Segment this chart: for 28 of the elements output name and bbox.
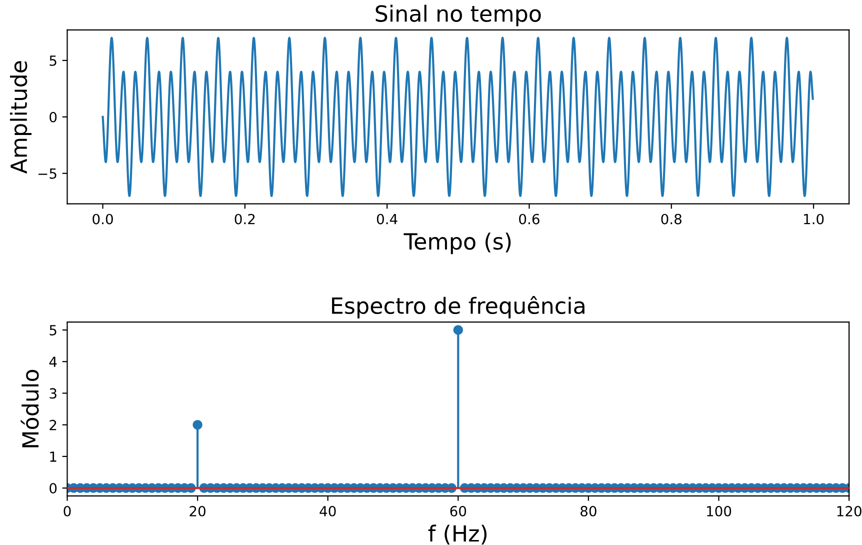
y-tick-label: 5 <box>50 56 56 66</box>
x-tick-label: 60 <box>450 506 466 516</box>
x-tick-label: 0.8 <box>661 214 682 224</box>
y-tick-label: 0 <box>50 112 57 122</box>
y-tick-label: 5 <box>50 325 56 336</box>
y-tick-label: 1 <box>50 452 56 462</box>
x-tick-label: 20 <box>190 506 206 516</box>
chart-title: Espectro de frequência <box>332 296 584 318</box>
x-tick-label: 100 <box>707 506 732 516</box>
x-tick-label: 1.0 <box>804 214 824 224</box>
x-tick-label: 40 <box>320 506 336 516</box>
y-tick-label: 0 <box>50 483 57 494</box>
y-tick-label: 2 <box>50 420 56 430</box>
y-axis-title: Amplitude <box>10 61 32 174</box>
x-tick-label: 0.2 <box>234 214 255 224</box>
x-tick-label: 120 <box>837 506 862 516</box>
x-tick-label: 0.6 <box>519 214 540 224</box>
y-tick-label: −5 <box>38 168 56 179</box>
x-axis-title: f (Hz) <box>428 524 487 544</box>
x-axis-title: Tempo (s) <box>404 232 511 254</box>
x-tick-label: 0.4 <box>376 214 398 224</box>
y-tick-label: 4 <box>49 356 57 367</box>
chart-title: Sinal no tempo <box>376 4 541 26</box>
y-tick-label: 3 <box>50 388 56 399</box>
y-axis-title: Módulo <box>20 370 39 448</box>
x-tick-label: 0 <box>64 506 71 516</box>
x-tick-label: 0.0 <box>92 214 113 224</box>
x-tick-label: 80 <box>580 506 596 516</box>
